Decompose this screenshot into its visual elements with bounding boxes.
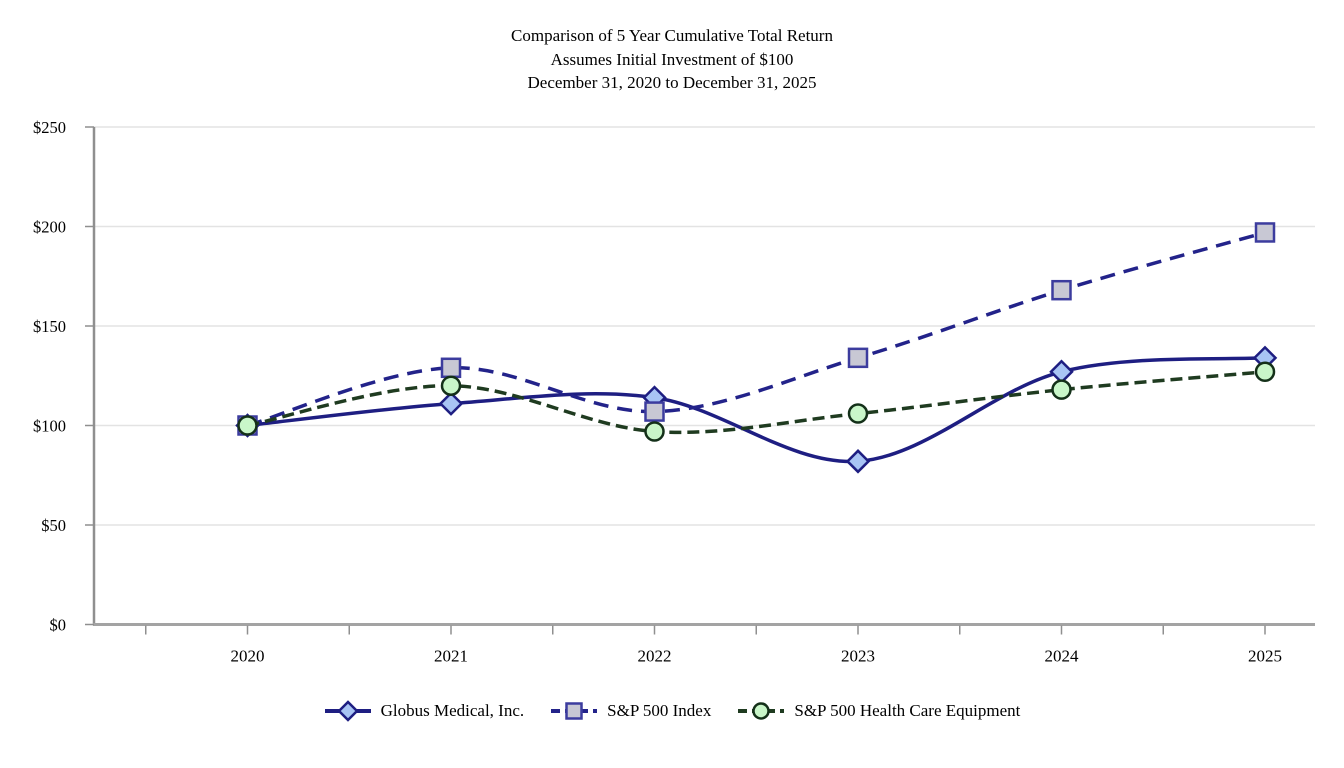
series-line-2 <box>247 370 1266 435</box>
x-axis-label-2021: 2021 <box>434 647 468 666</box>
y-axis-label-150: $150 <box>33 317 66 336</box>
series-1-marker-1 <box>440 357 462 379</box>
series-1-marker-2 <box>644 401 665 422</box>
series-2-marker-2 <box>644 421 665 442</box>
legend-label-globus-medical: Globus Medical, Inc. <box>380 701 525 720</box>
y-axis-label-50: $50 <box>41 516 66 535</box>
series-0-marker-1 <box>438 391 464 416</box>
series-2-marker-3 <box>847 403 869 424</box>
chart-title-line-3: December 31, 2020 to December 31, 2025 <box>527 73 817 92</box>
sp500-index-line-square-icon <box>551 702 598 720</box>
legend-sample-marker <box>752 702 771 720</box>
x-axis-label-2020: 2020 <box>231 647 265 666</box>
series-1-marker-3 <box>847 347 869 369</box>
y-axis-label-200: $200 <box>33 218 66 237</box>
chart-title-line-1: Comparison of 5 Year Cumulative Total Re… <box>511 26 833 45</box>
legend-item-globus-medical: Globus Medical, Inc. <box>324 699 525 723</box>
y-axis-label-100: $100 <box>33 417 66 436</box>
legend-label-sp500-index: S&P 500 Index <box>607 701 712 720</box>
series-1-marker-4 <box>1051 279 1072 301</box>
legend-label-sp500-health-care: S&P 500 Health Care Equipment <box>794 701 1021 720</box>
globus-medical-line-diamond-icon <box>324 700 371 722</box>
legend-item-sp500-health-care: S&P 500 Health Care Equipment <box>737 699 1020 723</box>
legend-item-sp500-index: S&P 500 Index <box>550 699 711 723</box>
series-2-marker-1 <box>440 375 462 396</box>
series-2-marker-5 <box>1254 361 1276 383</box>
legend-sample-marker <box>565 702 583 720</box>
series-1-marker-5 <box>1254 222 1276 243</box>
series-line-0 <box>247 356 1266 464</box>
sp500-health-care-line-circle-icon <box>738 702 785 720</box>
series-line-1 <box>247 230 1266 428</box>
chart-title-line-2: Assumes Initial Investment of $100 <box>550 49 794 69</box>
x-axis-label-2023: 2023 <box>841 647 875 666</box>
chart-title: Comparison of 5 Year Cumulative Total Re… <box>0 24 1344 95</box>
x-axis-label-2022: 2022 <box>638 647 672 666</box>
y-axis-label-0: $0 <box>50 616 67 635</box>
series-0-marker-4 <box>1049 359 1074 385</box>
x-axis-label-2025: 2025 <box>1248 647 1282 666</box>
x-axis-label-2024: 2024 <box>1045 647 1080 666</box>
y-axis-label-250: $250 <box>33 118 66 137</box>
legend-sample-marker <box>336 700 359 722</box>
series-2-marker-0 <box>237 415 258 436</box>
series-2-marker-4 <box>1051 379 1072 400</box>
chart-legend: Globus Medical, Inc. S&P 500 Index S&P 5… <box>0 699 1344 723</box>
series-0-marker-3 <box>845 449 871 474</box>
